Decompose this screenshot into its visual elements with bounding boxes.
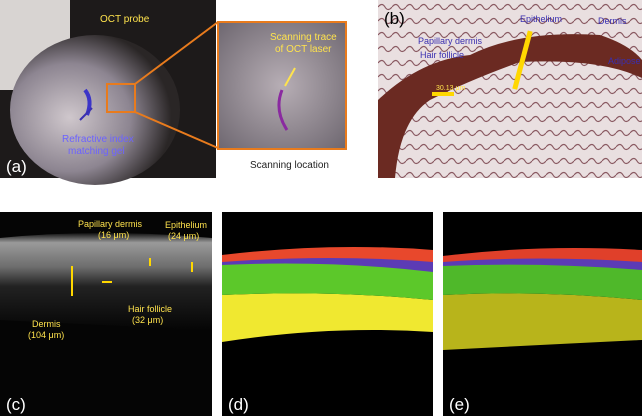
panel-a: OCT probe Scanning trace of OCT laser Re… <box>0 0 346 185</box>
dermis-label: Dermis <box>32 319 61 329</box>
epithelium-label: Epithelium <box>165 220 207 230</box>
epithelium-label: (24 μm) <box>168 231 199 241</box>
papillary-label: Papillary dermis <box>418 36 483 46</box>
scale-label: 30.13 μm <box>436 85 465 92</box>
panel-label: (b) <box>384 9 405 28</box>
mouse <box>10 35 180 185</box>
panel-label: (c) <box>6 395 26 414</box>
caption: Scanning location <box>250 160 329 171</box>
gel-label: matching gel <box>68 146 125 157</box>
trace-label: Scanning trace <box>270 32 337 43</box>
hair-label: (32 μm) <box>132 315 163 325</box>
panel-label: (d) <box>228 395 249 414</box>
measure <box>432 92 454 96</box>
figure: OCT probe Scanning trace of OCT laser Re… <box>0 0 642 416</box>
panel-b: (b) Epithelium Dermis Papillary dermis H… <box>378 0 642 178</box>
papillary-label: (16 μm) <box>98 230 129 240</box>
panel-d: (d) <box>222 212 433 416</box>
dermis-label: (104 μm) <box>28 330 64 340</box>
hair-label: Hair follicle <box>128 304 172 314</box>
epithelium-label: Epithelium <box>520 14 562 24</box>
adipose-label: Adipose <box>608 56 641 66</box>
panel-label: (e) <box>449 395 470 414</box>
hair-label: Hair follicle <box>420 50 464 60</box>
panel-label: (a) <box>6 157 27 176</box>
panel-c: Papillary dermis (16 μm) Epithelium (24 … <box>0 212 212 416</box>
dermis-label: Dermis <box>598 16 627 26</box>
trace-label: of OCT laser <box>275 44 332 55</box>
papillary-label: Papillary dermis <box>78 219 143 229</box>
panel-e: (e) <box>443 212 642 416</box>
gel-label: Refractive index <box>62 134 134 145</box>
probe-label: OCT probe <box>100 14 150 25</box>
